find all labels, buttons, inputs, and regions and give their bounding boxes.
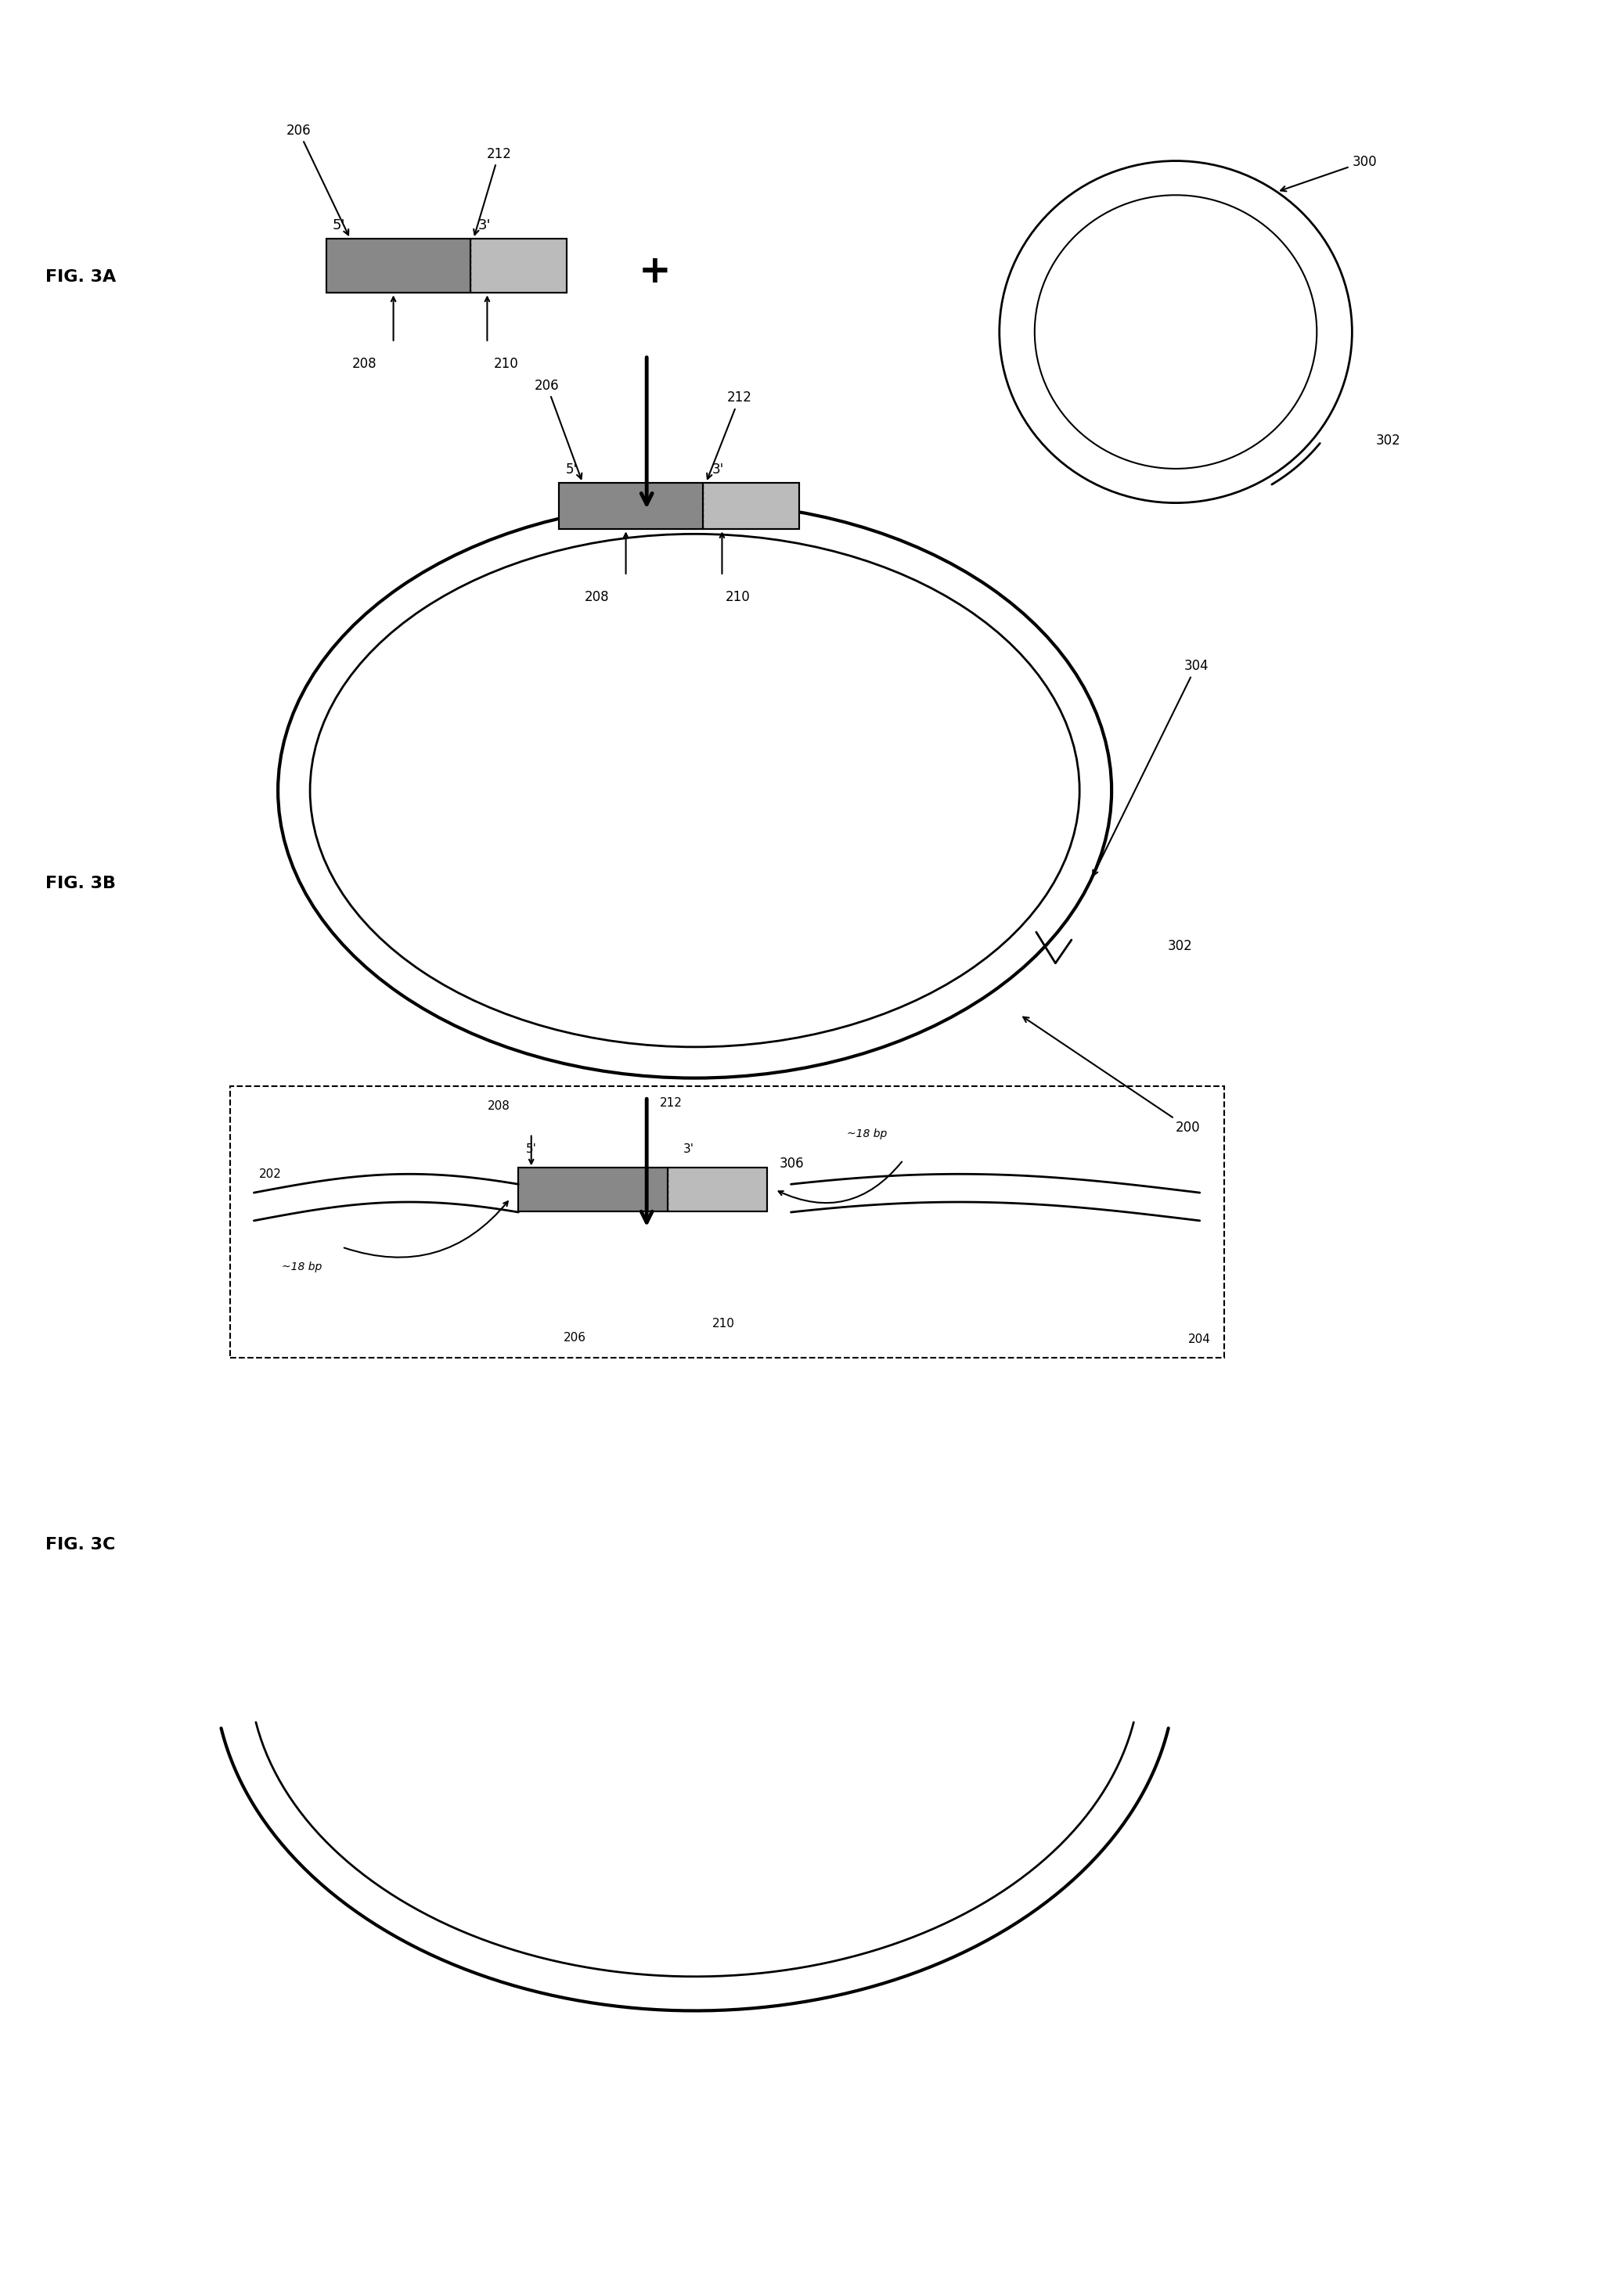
Text: 208: 208	[584, 590, 610, 604]
Text: 5': 5'	[332, 218, 345, 232]
Text: FIG. 3A: FIG. 3A	[45, 269, 116, 285]
Text: 208: 208	[352, 356, 378, 370]
Text: 5': 5'	[526, 1143, 537, 1155]
Text: 300: 300	[1280, 154, 1377, 191]
Text: 206: 206	[563, 1332, 586, 1343]
Text: 204: 204	[1188, 1334, 1210, 1345]
Text: 210: 210	[494, 356, 518, 370]
Text: +: +	[639, 253, 671, 289]
Text: 302: 302	[1167, 939, 1193, 953]
Text: FIG. 3C: FIG. 3C	[45, 1536, 116, 1552]
Bar	[558, 482, 799, 530]
Text: 208: 208	[487, 1100, 510, 1111]
Text: 210: 210	[726, 590, 751, 604]
Text: 5': 5'	[565, 461, 578, 478]
Bar	[326, 239, 470, 294]
Text: 306: 306	[780, 1157, 804, 1171]
Bar	[668, 1169, 767, 1212]
Bar	[470, 239, 567, 294]
Text: 200: 200	[1023, 1017, 1201, 1134]
Bar	[558, 482, 702, 530]
Text: 3': 3'	[712, 461, 725, 478]
Bar	[326, 239, 567, 294]
Text: FIG. 3B: FIG. 3B	[45, 875, 116, 891]
Text: 302: 302	[1377, 434, 1401, 448]
Text: 212: 212	[660, 1097, 683, 1109]
Bar	[702, 482, 799, 530]
Text: 210: 210	[712, 1318, 734, 1329]
Text: ~18 bp: ~18 bp	[847, 1127, 888, 1139]
Text: 3': 3'	[478, 218, 491, 232]
Bar	[518, 1169, 668, 1212]
Text: 304: 304	[1093, 659, 1209, 875]
Text: 202: 202	[258, 1169, 281, 1180]
Bar	[229, 1086, 1223, 1357]
Text: 206: 206	[534, 379, 581, 480]
Text: 212: 212	[473, 147, 512, 234]
Bar	[518, 1169, 767, 1212]
Text: 212: 212	[707, 390, 752, 480]
Text: 206: 206	[286, 124, 349, 234]
Text: ~18 bp: ~18 bp	[282, 1263, 323, 1272]
Text: 3': 3'	[684, 1143, 694, 1155]
